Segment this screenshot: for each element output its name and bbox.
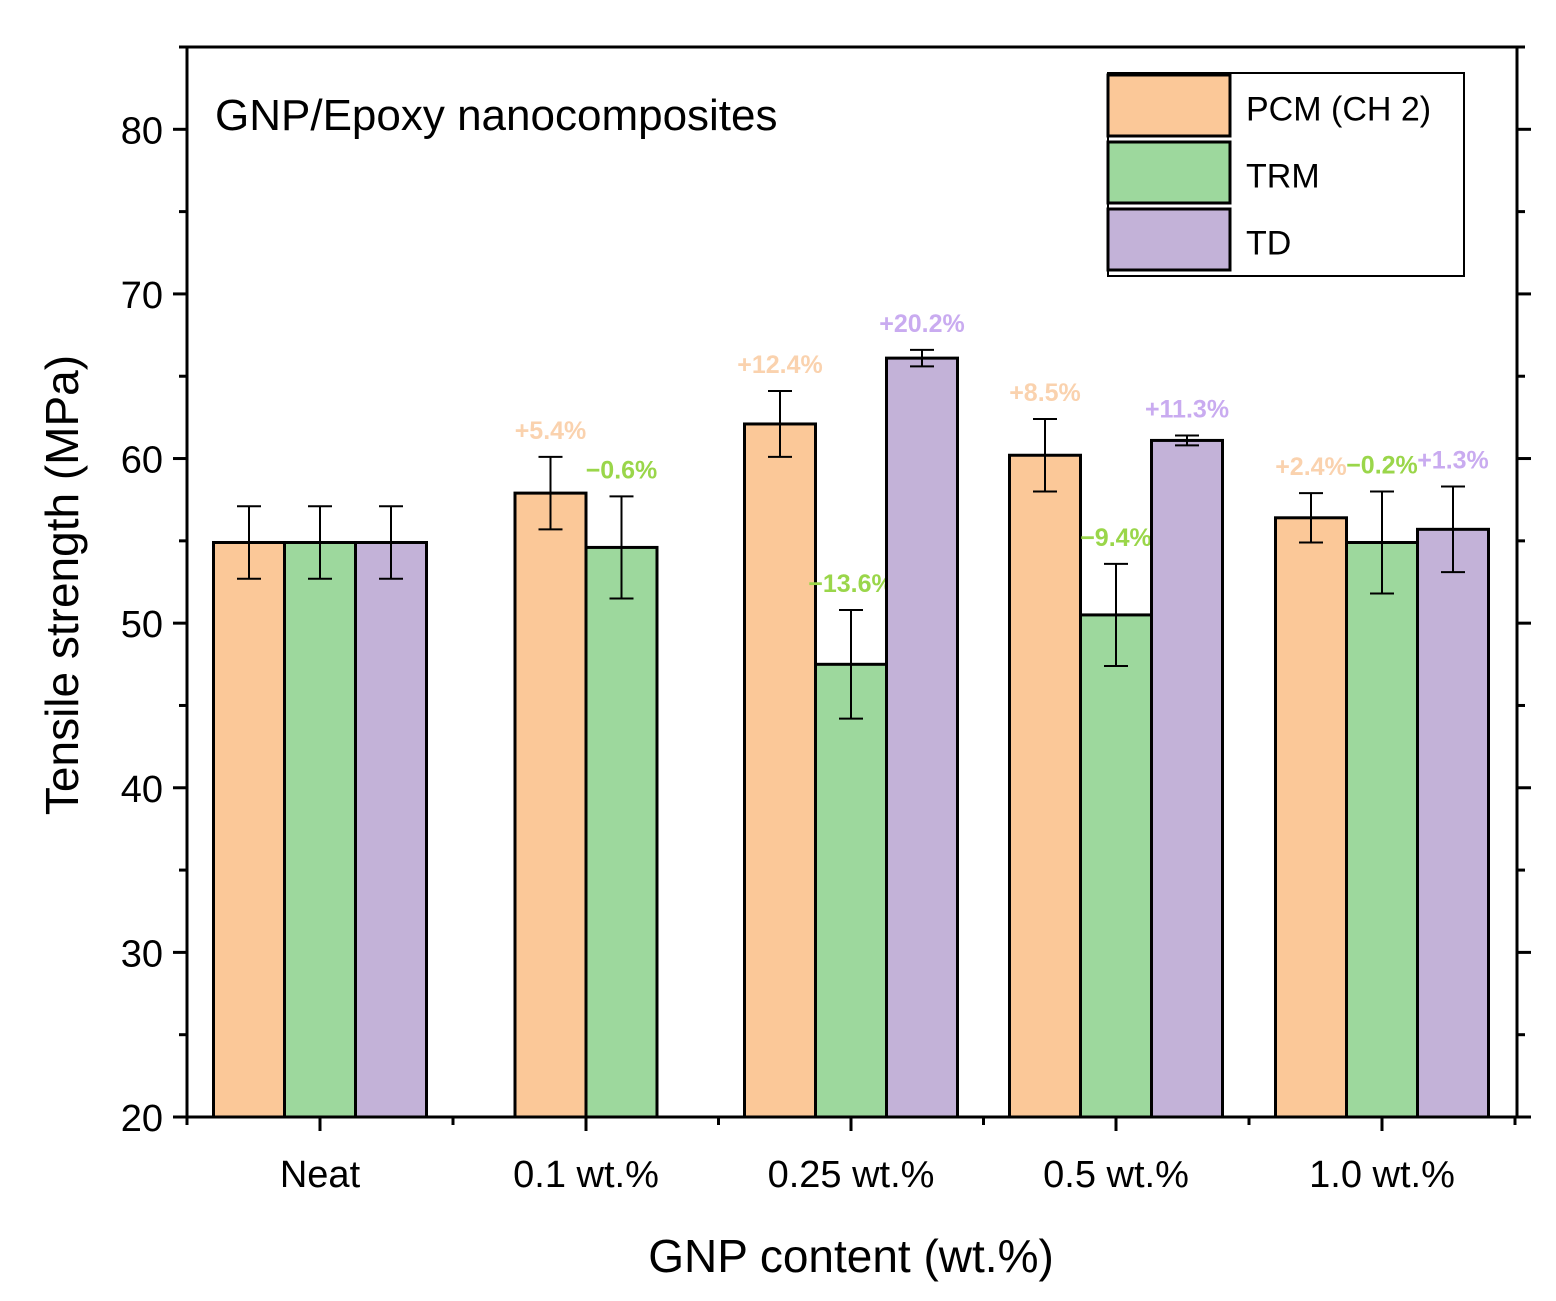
bar-1-5 xyxy=(1274,516,1348,1119)
legend-swatch-2 xyxy=(1106,140,1232,205)
legend: PCM (CH 2) TRM TD xyxy=(1106,72,1465,277)
y-tick-label-20: 20 xyxy=(121,1098,163,1140)
chart-marks: +5.4% −0.6% +12.4% −13.6% +20.2% +8.5% −9.4% +1… xyxy=(212,310,1490,1119)
bar-3-5 xyxy=(1416,527,1490,1119)
data-label-2-2: −0.6% xyxy=(586,456,658,484)
axes: 20 30 40 50 60 70 80 Neat 0.1 wt.% 0.25 wt.% 0.5 w… xyxy=(121,45,1531,1196)
y-tick-label-40: 40 xyxy=(121,769,163,811)
data-label-3-4: +11.3% xyxy=(1145,395,1229,423)
y-tick-label-80: 80 xyxy=(121,110,163,152)
bar-1-2 xyxy=(513,491,588,1119)
data-label-2-5: −0.2% xyxy=(1346,451,1418,479)
bar-1-4 xyxy=(1008,453,1082,1119)
data-label-3-5: +1.3% xyxy=(1417,447,1489,475)
data-label-1-5: +2.4% xyxy=(1275,453,1347,481)
y-axis-label: Tensile strength (MPa) xyxy=(36,355,88,815)
x-tick-label-5: 1.0 wt.% xyxy=(1309,1154,1455,1196)
legend-label-1: PCM (CH 2) xyxy=(1246,91,1431,129)
bar-3-3 xyxy=(885,356,959,1119)
x-tick-label-4: 0.5 wt.% xyxy=(1043,1154,1189,1196)
data-label-1-3: +12.4% xyxy=(737,351,823,379)
bar-2-4 xyxy=(1079,613,1153,1119)
data-label-2-4: −9.4% xyxy=(1080,524,1152,552)
legend-label-3: TD xyxy=(1246,225,1291,263)
data-label-3-3: +20.2% xyxy=(879,310,965,338)
bar-2-1 xyxy=(283,540,357,1119)
legend-label-2: TRM xyxy=(1246,158,1320,196)
y-tick-label-70: 70 xyxy=(121,275,163,317)
x-tick-label-2: 0.1 wt.% xyxy=(513,1154,659,1196)
data-label-1-4: +8.5% xyxy=(1009,379,1081,407)
y-tick-label-60: 60 xyxy=(121,440,163,482)
data-label-1-2: +5.4% xyxy=(515,417,587,445)
data-label-2-3: −13.6% xyxy=(808,570,894,598)
bar-2-5 xyxy=(1345,540,1419,1119)
y-tick-label-30: 30 xyxy=(121,933,163,975)
bar-2-2 xyxy=(584,545,659,1119)
y-tick-label-50: 50 xyxy=(121,604,163,646)
bar-2-3 xyxy=(814,662,888,1119)
bar-1-1 xyxy=(212,540,286,1119)
x-tick-label-1: Neat xyxy=(280,1154,361,1196)
x-axis-label: GNP content (wt.%) xyxy=(648,1230,1054,1282)
bar-1-3 xyxy=(743,422,817,1119)
legend-swatch-3 xyxy=(1106,207,1232,272)
chart-title: GNP/Epoxy nanocomposites xyxy=(215,91,778,140)
bar-3-4 xyxy=(1150,438,1224,1119)
bar-3-1 xyxy=(354,540,428,1119)
x-tick-label-3: 0.25 wt.% xyxy=(768,1154,935,1196)
legend-swatch-1 xyxy=(1106,73,1232,138)
